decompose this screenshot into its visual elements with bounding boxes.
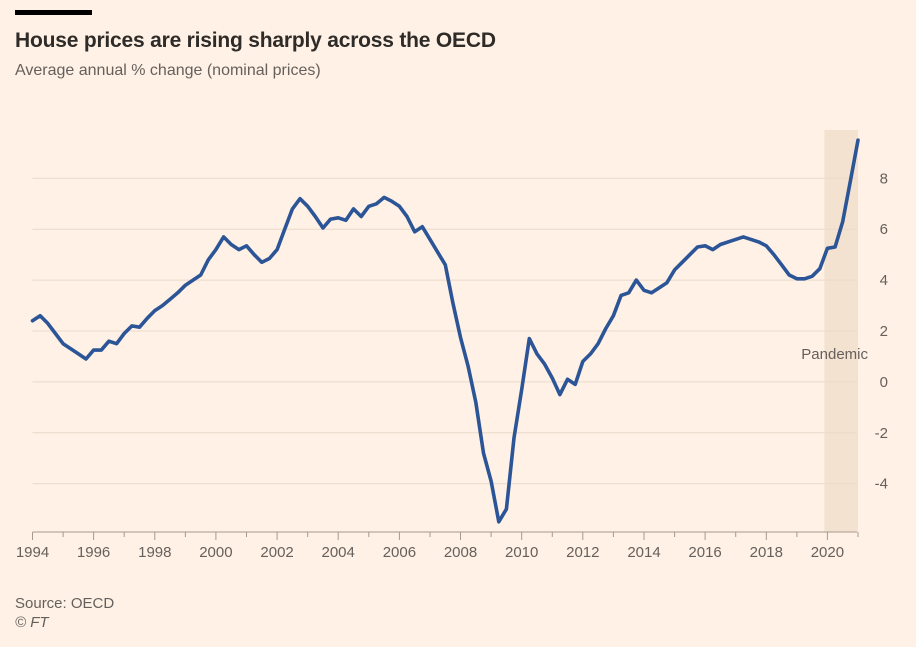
- chart-subtitle: Average annual % change (nominal prices): [15, 62, 321, 79]
- svg-text:2010: 2010: [505, 544, 538, 561]
- svg-text:2012: 2012: [566, 544, 599, 561]
- svg-text:4: 4: [880, 272, 888, 289]
- svg-text:2: 2: [880, 323, 888, 340]
- svg-text:2020: 2020: [811, 544, 844, 561]
- svg-text:1994: 1994: [16, 544, 49, 561]
- x-axis: [32, 531, 859, 540]
- title-rule: [15, 10, 92, 15]
- svg-text:6: 6: [880, 221, 888, 238]
- x-axis-labels: 1994 1996 1998 2000 2002 2004 2006 2008 2010 2012…: [16, 544, 844, 561]
- svg-text:2018: 2018: [750, 544, 783, 561]
- svg-text:2002: 2002: [260, 544, 293, 561]
- svg-text:2008: 2008: [444, 544, 477, 561]
- svg-text:1998: 1998: [138, 544, 171, 561]
- svg-text:-2: -2: [875, 425, 888, 442]
- svg-text:2016: 2016: [688, 544, 721, 561]
- svg-text:2004: 2004: [322, 544, 355, 561]
- svg-text:0: 0: [880, 374, 888, 391]
- chart-title: House prices are rising sharply across t…: [15, 29, 496, 52]
- svg-text:-4: -4: [875, 476, 888, 493]
- gridlines: [32, 177, 857, 485]
- series-line: [30, 138, 860, 524]
- svg-text:2006: 2006: [383, 544, 416, 561]
- svg-text:1996: 1996: [77, 544, 110, 561]
- svg-text:2014: 2014: [627, 544, 660, 561]
- svg-text:8: 8: [880, 170, 888, 187]
- svg-text:2000: 2000: [199, 544, 232, 561]
- pandemic-annotation: Pandemic: [801, 346, 868, 363]
- y-axis-labels: 8 6 4 2 0 -2 -4: [875, 170, 888, 492]
- source-note: Source: OECD: [15, 595, 115, 612]
- ft-credit: © FT: [15, 614, 49, 631]
